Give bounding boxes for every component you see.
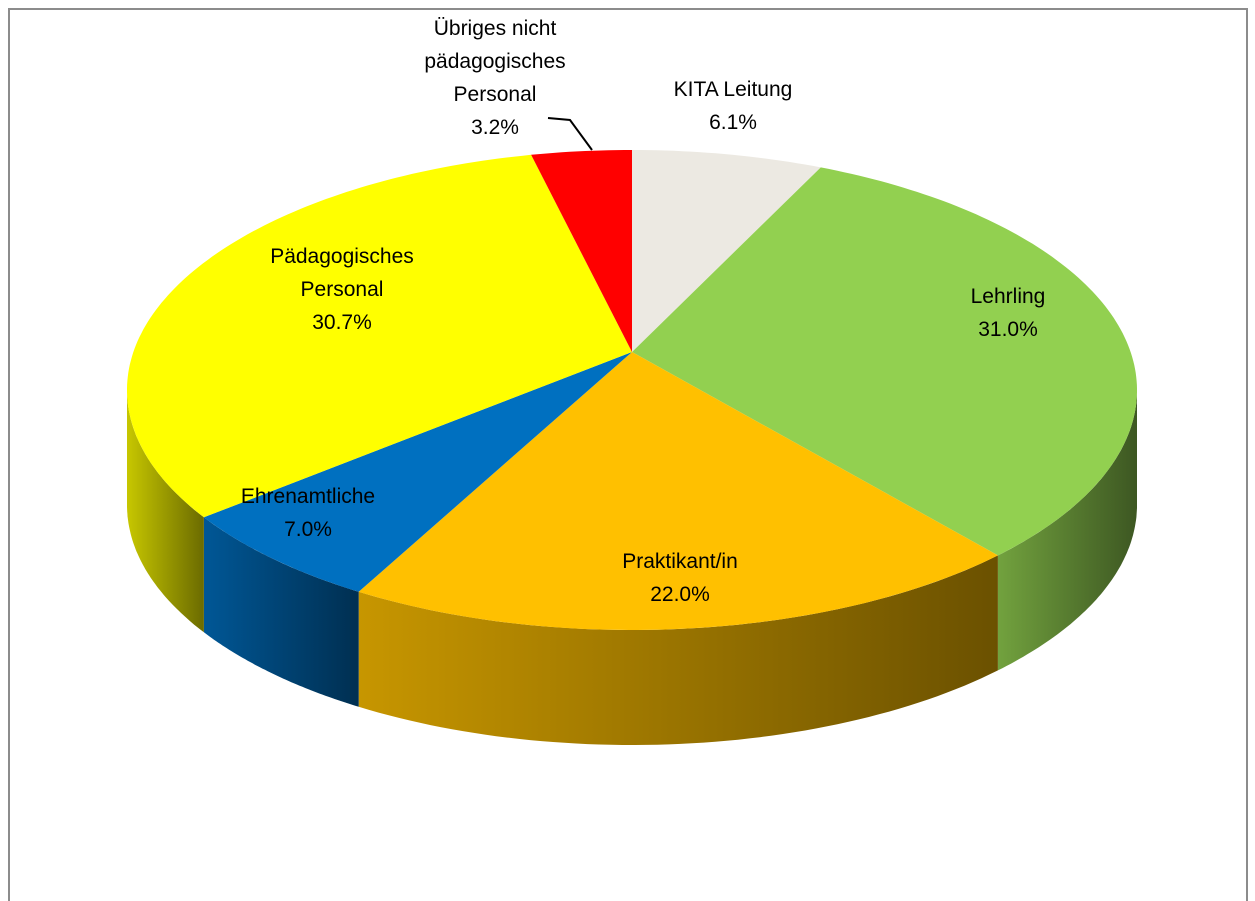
slice-label: Ehrenamtliche 7.0%: [208, 480, 408, 546]
slice-label: Lehrling 31.0%: [908, 280, 1108, 346]
pie-slice: [632, 167, 1137, 556]
pie-tops: [127, 150, 1137, 630]
value-label: 7.0%: [284, 518, 332, 541]
pie-slice: [203, 352, 632, 592]
category-name: KITA Leitung: [673, 78, 793, 101]
category-name: Ehrenamtliche: [240, 485, 376, 508]
pie-slice-side: [203, 517, 359, 707]
pie-slice-side: [997, 390, 1137, 671]
pie-sides: [127, 390, 1137, 745]
slice-label: Übriges nicht pädagogisches Personal 3.2%: [405, 12, 585, 144]
pie-slice-side: [358, 555, 998, 745]
slice-label: Pädagogisches Personal 30.7%: [252, 240, 432, 339]
category-name: Übriges nicht pädagogisches Personal: [424, 17, 566, 106]
pie-slice: [358, 352, 998, 630]
category-name: Praktikant/in: [622, 550, 738, 573]
value-label: 31.0%: [978, 318, 1038, 341]
value-label: 6.1%: [709, 111, 757, 134]
value-label: 22.0%: [650, 583, 710, 606]
slice-label: KITA Leitung 6.1%: [623, 73, 843, 139]
value-label: 30.7%: [312, 311, 372, 334]
category-name: Pädagogisches Personal: [270, 245, 414, 301]
pie-slice: [531, 150, 632, 352]
category-name: Lehrling: [970, 285, 1046, 308]
chart-frame: [8, 8, 1248, 901]
leader-line: [547, 117, 593, 151]
pie-slice-side: [127, 390, 204, 633]
pie-slice: [127, 154, 632, 518]
slice-label: Praktikant/in 22.0%: [570, 545, 790, 611]
value-label: 3.2%: [471, 116, 519, 139]
pie-slice: [632, 150, 821, 352]
